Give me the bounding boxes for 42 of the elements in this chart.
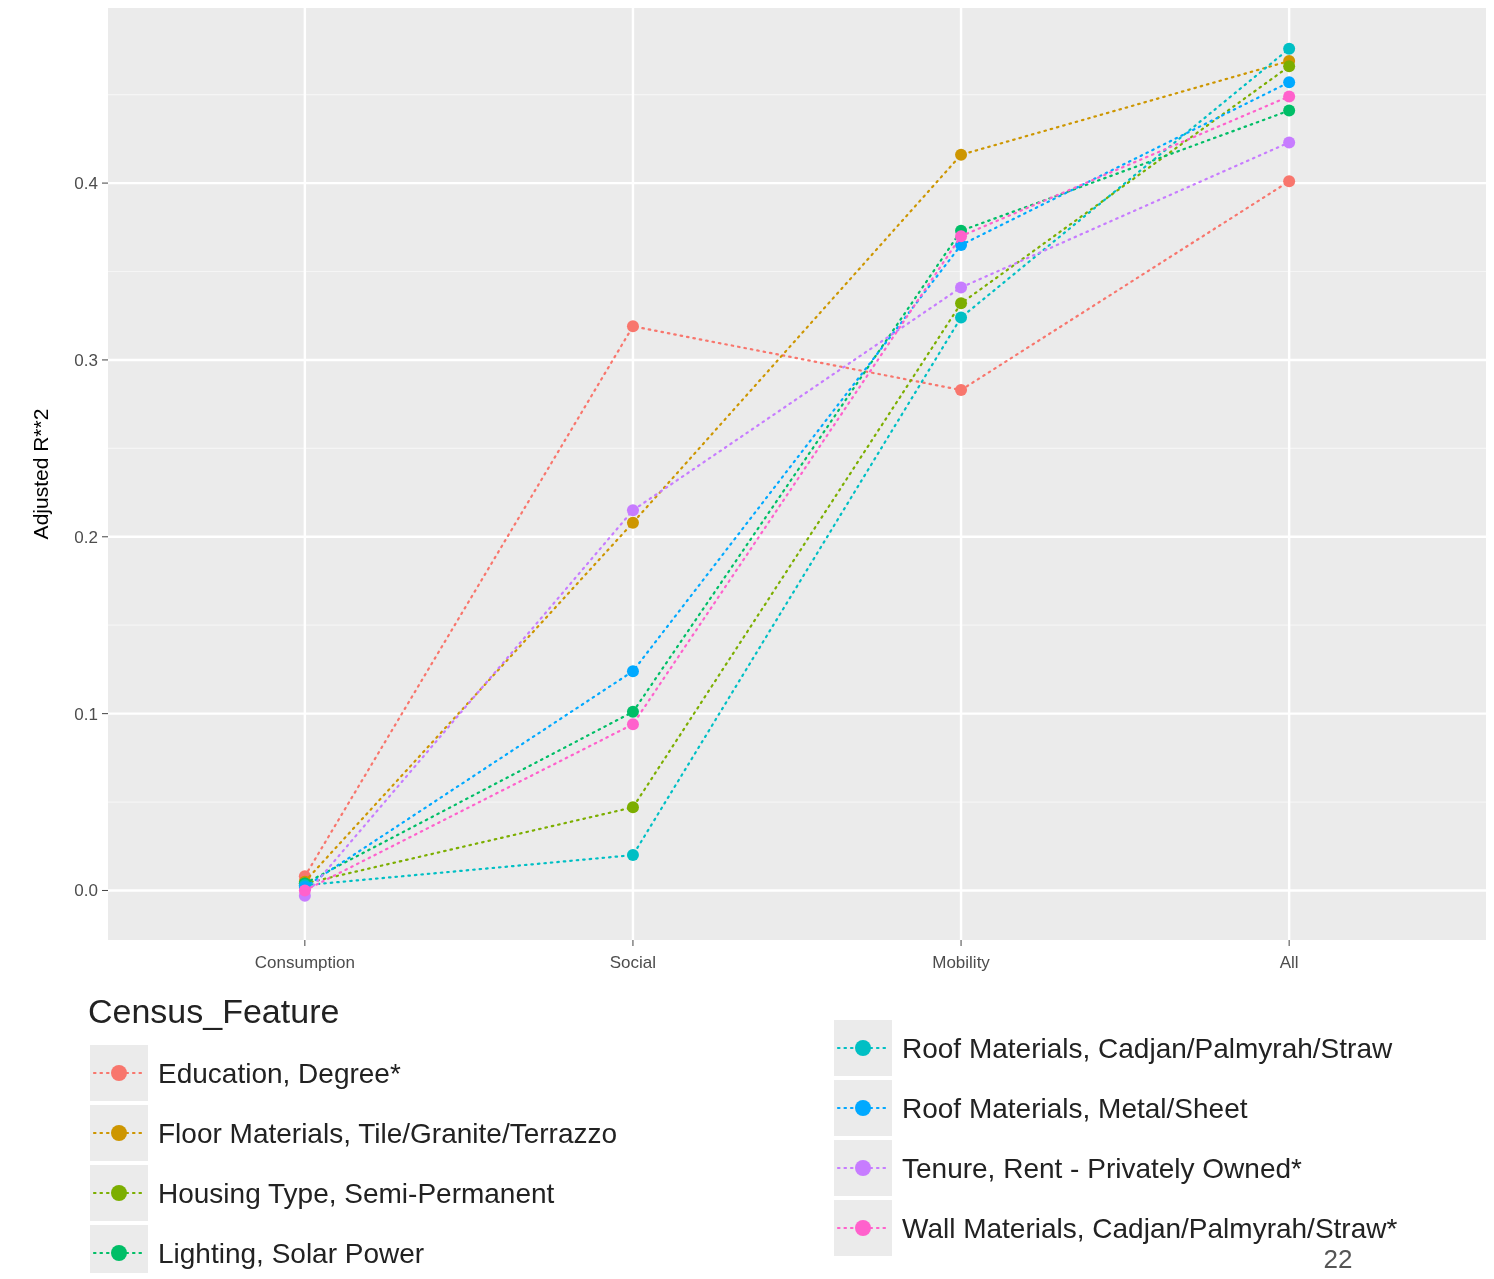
point (1283, 136, 1296, 149)
legend-label: Housing Type, Semi-Permanent (158, 1177, 555, 1209)
point (626, 665, 639, 678)
legend-label: Lighting, Solar Power (158, 1237, 425, 1269)
point (626, 849, 639, 862)
point (626, 801, 639, 814)
y-axis-title: Adjusted R**2 (29, 408, 52, 540)
y-tick-label: 0.0 (74, 881, 98, 901)
point (626, 516, 639, 529)
text: 22 (1323, 1244, 1353, 1274)
point (955, 230, 968, 243)
legend-label: Floor Materials, Tile/Granite/Terrazzo (158, 1117, 618, 1149)
point (298, 884, 311, 897)
legend-label: Tenure, Rent - Privately Owned* (902, 1152, 1303, 1184)
x-tick-label: Consumption (254, 953, 355, 972)
point (1283, 42, 1296, 55)
x-tick-label: All (1279, 953, 1299, 972)
point (1283, 104, 1296, 117)
point (626, 504, 639, 517)
y-tick-label: 0.1 (74, 704, 98, 724)
y-tick-label: 0.2 (74, 527, 98, 547)
point (626, 705, 639, 718)
point (955, 311, 968, 324)
point (955, 281, 968, 294)
legend-label: Roof Materials, Metal/Sheet (902, 1092, 1248, 1124)
point (1283, 175, 1296, 188)
point (626, 718, 639, 731)
legend-title: Census_Feature (88, 992, 340, 1030)
point (626, 320, 639, 333)
legend-label: Roof Materials, Cadjan/Palmyrah/Straw (902, 1032, 1393, 1064)
point (1283, 60, 1296, 73)
point (955, 148, 968, 161)
point (1283, 90, 1296, 103)
y-tick-label: 0.4 (74, 174, 98, 194)
x-tick-label: Social (609, 953, 657, 972)
x-tick-label: Mobility (932, 953, 991, 972)
point (955, 297, 968, 310)
legend-label: Wall Materials, Cadjan/Palmyrah/Straw* (902, 1212, 1398, 1244)
y-tick-label: 0.3 (74, 350, 98, 370)
point (1283, 76, 1296, 89)
legend-label: Education, Degree* (158, 1057, 401, 1089)
point (955, 384, 968, 396)
